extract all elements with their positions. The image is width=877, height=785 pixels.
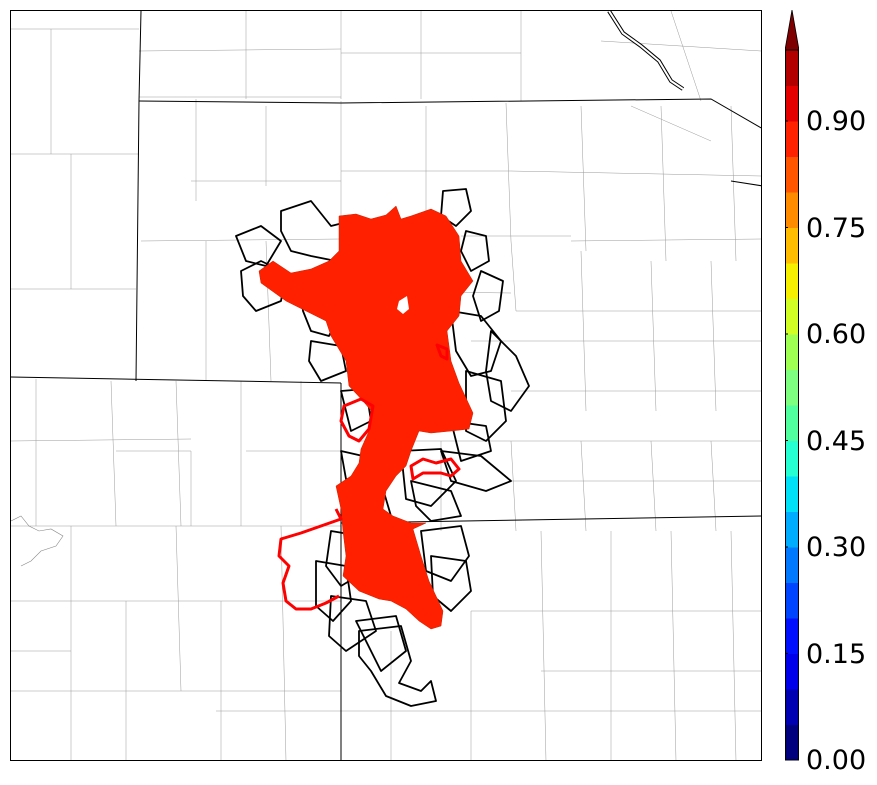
colorbar-segment [785,156,799,193]
colorbar-tick-label: 0.15 [806,638,867,670]
colorbar-segment [785,121,799,157]
colorbar-segment [785,298,799,335]
colorbar-segment [785,547,799,583]
colorbar-segment [785,476,799,512]
colorbar-segment [785,618,799,654]
western-terrain-detail [11,515,64,567]
colorbar-segment [785,369,799,406]
probability-fill-region [258,205,474,630]
colorbar-tick-label: 0.45 [806,425,867,457]
colorbar-segment [785,724,799,761]
colorbar-segment [785,85,799,122]
colorbar-segment [785,334,799,370]
colorbar-segment [785,689,799,725]
river [607,11,685,91]
colorbar-segment [785,582,799,619]
colorbar-tick-label: 0.30 [806,532,867,563]
colorbar-segment [785,405,799,441]
colorbar [785,10,799,761]
colorbar-tick-label: 0.60 [806,319,867,350]
state-boundaries [11,11,761,760]
colorbar-segment [785,440,799,477]
colorbar-segment [785,50,799,86]
map-panel [10,10,762,761]
colorbar-tick-label: 0.00 [806,745,867,776]
colorbar-segment [785,653,799,690]
colorbar-tick-label: 0.75 [806,212,867,244]
colorbar-frame [785,49,799,761]
colorbar-extend-arrow [785,10,799,51]
probability-fill-hole [397,296,409,314]
colorbar-tick-label: 0.90 [806,106,867,137]
colorbar-segment [785,227,799,264]
colorbar-segment [785,511,799,548]
colorbar-segment [785,263,799,299]
colorbar-segment [785,192,799,228]
observed-outlines [277,343,461,611]
